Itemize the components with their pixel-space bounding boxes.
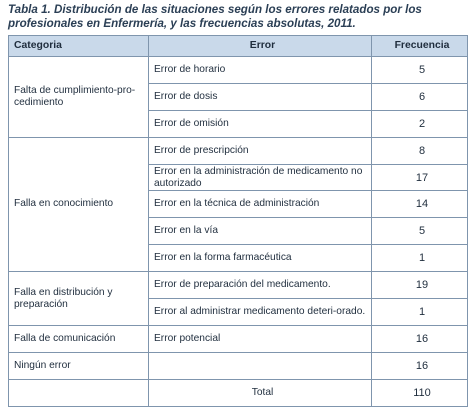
frequency-table: Categoria Error Frecuencia Falta de cump… — [8, 35, 468, 407]
table-row: Falla en distribución y preparación Erro… — [8, 271, 468, 326]
error-cell: Error de preparación del medicamento. — [148, 271, 372, 300]
frequency-cell: 2 — [371, 109, 468, 138]
table-row: Error de dosis 6 — [9, 82, 468, 111]
header-frequency: Frecuencia — [371, 35, 468, 57]
frequency-cell: 5 — [371, 56, 468, 84]
category-cell: Ningún error — [8, 351, 149, 380]
table-row: Falta de cumplimiento-pro-cedimiento Err… — [8, 56, 468, 138]
frequency-cell: 16 — [371, 351, 468, 380]
error-cell: Error de prescripción — [148, 136, 372, 165]
table-row: Falla de comunicación Error potencial 16 — [8, 324, 468, 353]
total-frequency: 110 — [371, 378, 468, 407]
error-cell: Error en la administración de medicament… — [148, 163, 372, 192]
frequency-cell: 5 — [371, 217, 468, 246]
total-empty-cell — [8, 378, 149, 407]
frequency-cell: 1 — [371, 298, 468, 326]
total-label: Total — [148, 378, 372, 407]
error-cell: Error en la vía — [148, 217, 372, 246]
error-cell: Error al administrar medicamento deteri-… — [148, 298, 372, 326]
header-category: Categoria — [8, 35, 149, 57]
header-error: Error — [148, 35, 372, 57]
table-row: Ningún error 16 — [8, 351, 468, 380]
table-caption: Tabla 1. Distribución de las situaciones… — [8, 3, 422, 30]
frequency-cell: 1 — [371, 244, 468, 273]
frequency-cell: 19 — [371, 271, 468, 300]
table-row: Falla en conocimiento Error de prescripc… — [8, 136, 468, 273]
error-cell: Error en la técnica de administración — [148, 190, 372, 219]
table-row: Error en la forma farmacéutica 1 — [9, 244, 468, 273]
frequency-cell: 8 — [371, 136, 468, 165]
table-row: Error en la técnica de administración 14 — [9, 190, 468, 219]
frequency-cell: 17 — [371, 163, 468, 192]
header-row: Categoria Error Frecuencia — [8, 35, 468, 57]
frequency-cell: 6 — [371, 82, 468, 111]
category-cell: Falla en distribución y preparación — [8, 271, 149, 326]
table-row: Error al administrar medicamento deteri-… — [9, 298, 468, 326]
frequency-cell: 16 — [371, 324, 468, 353]
table-row: Error en la vía 5 — [9, 217, 468, 246]
error-cell: Error en la forma farmacéutica — [148, 244, 372, 273]
error-cell: Error potencial — [148, 324, 372, 353]
error-cell: Error de dosis — [148, 82, 372, 111]
error-cell — [148, 351, 372, 380]
category-cell: Falla en conocimiento — [8, 136, 149, 273]
total-row: Total 110 — [8, 378, 468, 407]
error-cell: Error de omisión — [148, 109, 372, 138]
category-cell: Falla de comunicación — [8, 324, 149, 353]
category-cell: Falta de cumplimiento-pro-cedimiento — [8, 56, 149, 138]
error-cell: Error de horario — [148, 56, 372, 84]
frequency-cell: 14 — [371, 190, 468, 219]
